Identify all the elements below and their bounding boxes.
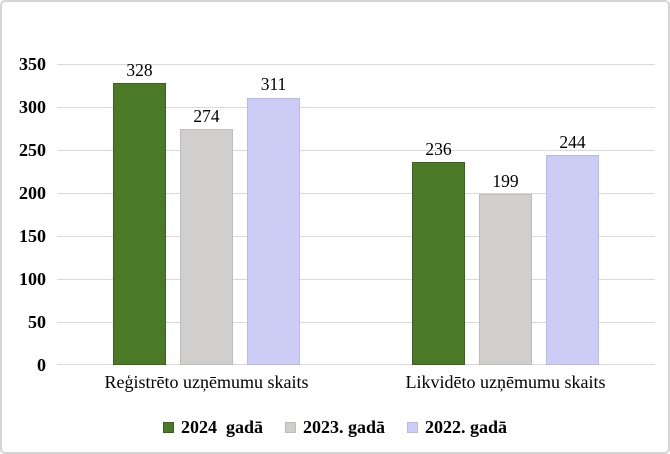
legend-item: 2023. gadā — [284, 417, 385, 438]
gridline — [57, 193, 655, 194]
bar-value-label: 236 — [425, 138, 452, 159]
y-axis: 0 50 100 150 200 250 300 350 — [2, 2, 50, 452]
bar — [247, 97, 300, 365]
y-tick-label: 150 — [19, 226, 46, 246]
y-tick-label: 0 — [37, 355, 46, 375]
legend: 2024 gadā 2023. gadā 2022. gadā — [2, 417, 668, 438]
bar — [180, 129, 233, 365]
legend-item: 2024 gadā — [162, 417, 263, 438]
gridline — [57, 322, 655, 323]
x-category-label: Reģistrēto uzņēmumu skaits — [104, 372, 309, 392]
legend-label: 2024 gadā — [180, 417, 263, 437]
legend-swatch-2024 — [162, 422, 174, 433]
bar-value-label: 274 — [193, 106, 220, 126]
bar-wrap: 328 — [113, 59, 166, 365]
gridline — [57, 279, 655, 280]
plot-area: 328 274 311 236 199 244 — [57, 59, 655, 365]
bar — [412, 162, 465, 365]
bars-layer: 328 274 311 236 199 244 — [57, 59, 655, 365]
bar-group: 236 199 244 — [356, 64, 655, 365]
y-tick-label: 50 — [28, 312, 46, 332]
x-category-label: Likvidēto uzņēmumu skaits — [405, 372, 606, 392]
bar — [113, 82, 166, 365]
bar-wrap: 274 — [180, 107, 233, 365]
gridline — [57, 236, 655, 237]
legend-item: 2022. gadā — [407, 417, 507, 438]
bar-value-label: 244 — [559, 131, 586, 152]
gridline — [57, 150, 655, 151]
legend-swatch-2023 — [284, 422, 296, 433]
y-tick-label: 250 — [19, 140, 46, 160]
legend-label: 2022. gadā — [425, 417, 508, 437]
y-tick-label: 200 — [19, 183, 46, 203]
bar — [479, 193, 532, 365]
bar-wrap: 244 — [546, 131, 599, 365]
bar-wrap: 311 — [247, 75, 300, 365]
bar-wrap: 199 — [479, 170, 532, 365]
legend-swatch-2022 — [407, 422, 418, 433]
bar-value-label: 311 — [260, 74, 287, 95]
y-tick-label: 350 — [19, 54, 46, 74]
gridline — [57, 364, 655, 365]
x-axis: Reģistrēto uzņēmumu skaits Likvidēto uzņ… — [57, 372, 655, 393]
legend-label: 2023. gadā — [302, 417, 385, 437]
bar-group: 328 274 311 — [57, 59, 356, 365]
bar-value-label: 199 — [492, 170, 519, 191]
bar-value-label: 328 — [126, 59, 153, 80]
bar-wrap: 236 — [412, 138, 465, 365]
y-tick-label: 300 — [19, 97, 46, 117]
y-tick-label: 100 — [19, 269, 46, 289]
gridline — [57, 64, 655, 65]
gridline — [57, 107, 655, 108]
bar — [546, 155, 599, 365]
